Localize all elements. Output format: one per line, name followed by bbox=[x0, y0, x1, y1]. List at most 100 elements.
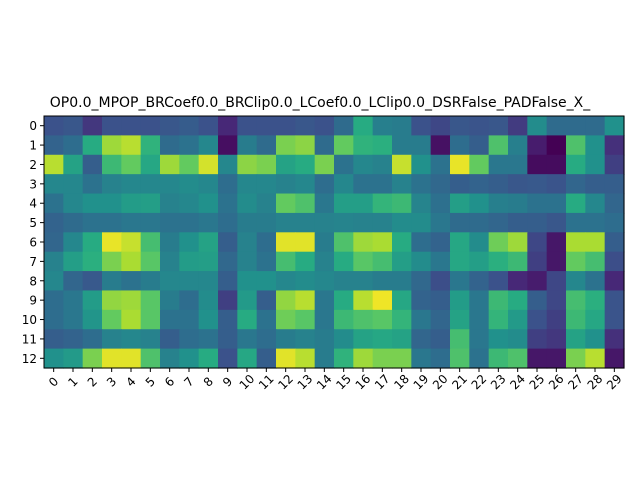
heatmap-cell bbox=[334, 251, 354, 272]
heatmap-cell bbox=[353, 271, 374, 292]
heatmap-cell bbox=[44, 193, 64, 214]
heatmap-cell bbox=[179, 329, 200, 350]
heatmap-cell bbox=[140, 251, 161, 272]
heatmap-cell bbox=[392, 290, 412, 311]
heatmap-cell bbox=[585, 271, 606, 292]
heatmap-cell bbox=[508, 174, 528, 195]
heatmap-cell bbox=[218, 348, 238, 369]
heatmap-cell bbox=[604, 212, 625, 233]
heatmap-cell bbox=[488, 251, 509, 272]
heatmap-cell bbox=[604, 348, 625, 369]
y-tick-label: 1 bbox=[29, 139, 37, 153]
heatmap-cell bbox=[218, 212, 238, 233]
heatmap-cell bbox=[198, 271, 219, 292]
heatmap-cell bbox=[508, 154, 528, 175]
heatmap-cell bbox=[604, 232, 625, 253]
heatmap-cell bbox=[179, 348, 200, 369]
heatmap-cell bbox=[334, 116, 354, 136]
heatmap-cell bbox=[430, 309, 451, 330]
heatmap-cell bbox=[334, 174, 354, 195]
heatmap-cell bbox=[82, 135, 103, 156]
heatmap-cell bbox=[411, 174, 432, 195]
heatmap-cell bbox=[392, 232, 412, 253]
heatmap-cell bbox=[256, 174, 277, 195]
heatmap-cell bbox=[334, 271, 354, 292]
heatmap-cells bbox=[44, 116, 625, 369]
heatmap-cell bbox=[140, 174, 161, 195]
heatmap-cell bbox=[430, 251, 451, 272]
heatmap-cell bbox=[585, 154, 606, 175]
heatmap-cell bbox=[334, 348, 354, 369]
heatmap-cell bbox=[82, 232, 103, 253]
heatmap-cell bbox=[256, 232, 277, 253]
heatmap-cell bbox=[585, 232, 606, 253]
heatmap-cell bbox=[430, 116, 451, 136]
heatmap-cell bbox=[392, 193, 412, 214]
heatmap-cell bbox=[121, 309, 142, 330]
heatmap-cell bbox=[585, 116, 606, 136]
heatmap-cell bbox=[604, 329, 625, 350]
heatmap-cell bbox=[121, 212, 142, 233]
heatmap-cell bbox=[372, 154, 393, 175]
heatmap-cell bbox=[140, 135, 161, 156]
heatmap-cell bbox=[256, 135, 277, 156]
heatmap-cell bbox=[44, 154, 64, 175]
heatmap-cell bbox=[392, 251, 412, 272]
heatmap-cell bbox=[63, 348, 84, 369]
heatmap-cell bbox=[140, 290, 161, 311]
heatmap-cell bbox=[585, 251, 606, 272]
heatmap-cell bbox=[237, 329, 258, 350]
heatmap-cell bbox=[63, 232, 84, 253]
heatmap-cell bbox=[353, 116, 374, 136]
heatmap-cell bbox=[198, 116, 219, 136]
heatmap-cell bbox=[508, 193, 528, 214]
heatmap-cell bbox=[44, 135, 64, 156]
heatmap-cell bbox=[546, 135, 567, 156]
heatmap-cell bbox=[527, 212, 548, 233]
heatmap-cell bbox=[450, 174, 470, 195]
heatmap-cell bbox=[314, 348, 335, 369]
heatmap-cell bbox=[469, 154, 490, 175]
heatmap-cell bbox=[353, 329, 374, 350]
heatmap-cell bbox=[179, 309, 200, 330]
heatmap-cell bbox=[508, 329, 528, 350]
heatmap-cell bbox=[295, 290, 316, 311]
heatmap-cell bbox=[121, 154, 142, 175]
heatmap-cell bbox=[276, 193, 296, 214]
heatmap-cell bbox=[604, 174, 625, 195]
y-tick-label: 4 bbox=[29, 197, 37, 211]
heatmap-cell bbox=[604, 271, 625, 292]
heatmap-cell bbox=[121, 290, 142, 311]
heatmap-cell bbox=[276, 232, 296, 253]
heatmap-cell bbox=[566, 116, 586, 136]
heatmap-cell bbox=[469, 271, 490, 292]
heatmap-cell bbox=[353, 174, 374, 195]
heatmap-cell bbox=[179, 174, 200, 195]
heatmap-cell bbox=[140, 348, 161, 369]
heatmap-cell bbox=[372, 174, 393, 195]
heatmap-cell bbox=[82, 251, 103, 272]
heatmap-cell bbox=[546, 116, 567, 136]
heatmap-cell bbox=[179, 212, 200, 233]
heatmap-cell bbox=[237, 212, 258, 233]
heatmap-cell bbox=[469, 174, 490, 195]
heatmap-cell bbox=[314, 154, 335, 175]
heatmap-cell bbox=[44, 348, 64, 369]
heatmap-cell bbox=[469, 135, 490, 156]
heatmap-cell bbox=[63, 174, 84, 195]
heatmap-cell bbox=[411, 329, 432, 350]
heatmap-cell bbox=[295, 329, 316, 350]
heatmap-cell bbox=[198, 154, 219, 175]
heatmap-cell bbox=[121, 116, 142, 136]
heatmap-cell bbox=[353, 154, 374, 175]
heatmap-cell bbox=[179, 290, 200, 311]
heatmap-cell bbox=[295, 271, 316, 292]
heatmap-cell bbox=[411, 135, 432, 156]
heatmap-cell bbox=[102, 290, 122, 311]
heatmap-cell bbox=[198, 290, 219, 311]
heatmap-cell bbox=[566, 193, 586, 214]
heatmap-cell bbox=[218, 271, 238, 292]
heatmap-cell bbox=[121, 271, 142, 292]
heatmap-cell bbox=[411, 193, 432, 214]
